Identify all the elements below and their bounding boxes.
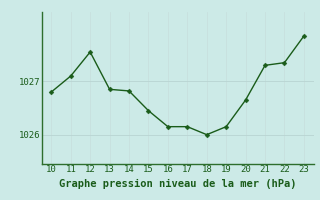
X-axis label: Graphe pression niveau de la mer (hPa): Graphe pression niveau de la mer (hPa) [59,179,296,189]
